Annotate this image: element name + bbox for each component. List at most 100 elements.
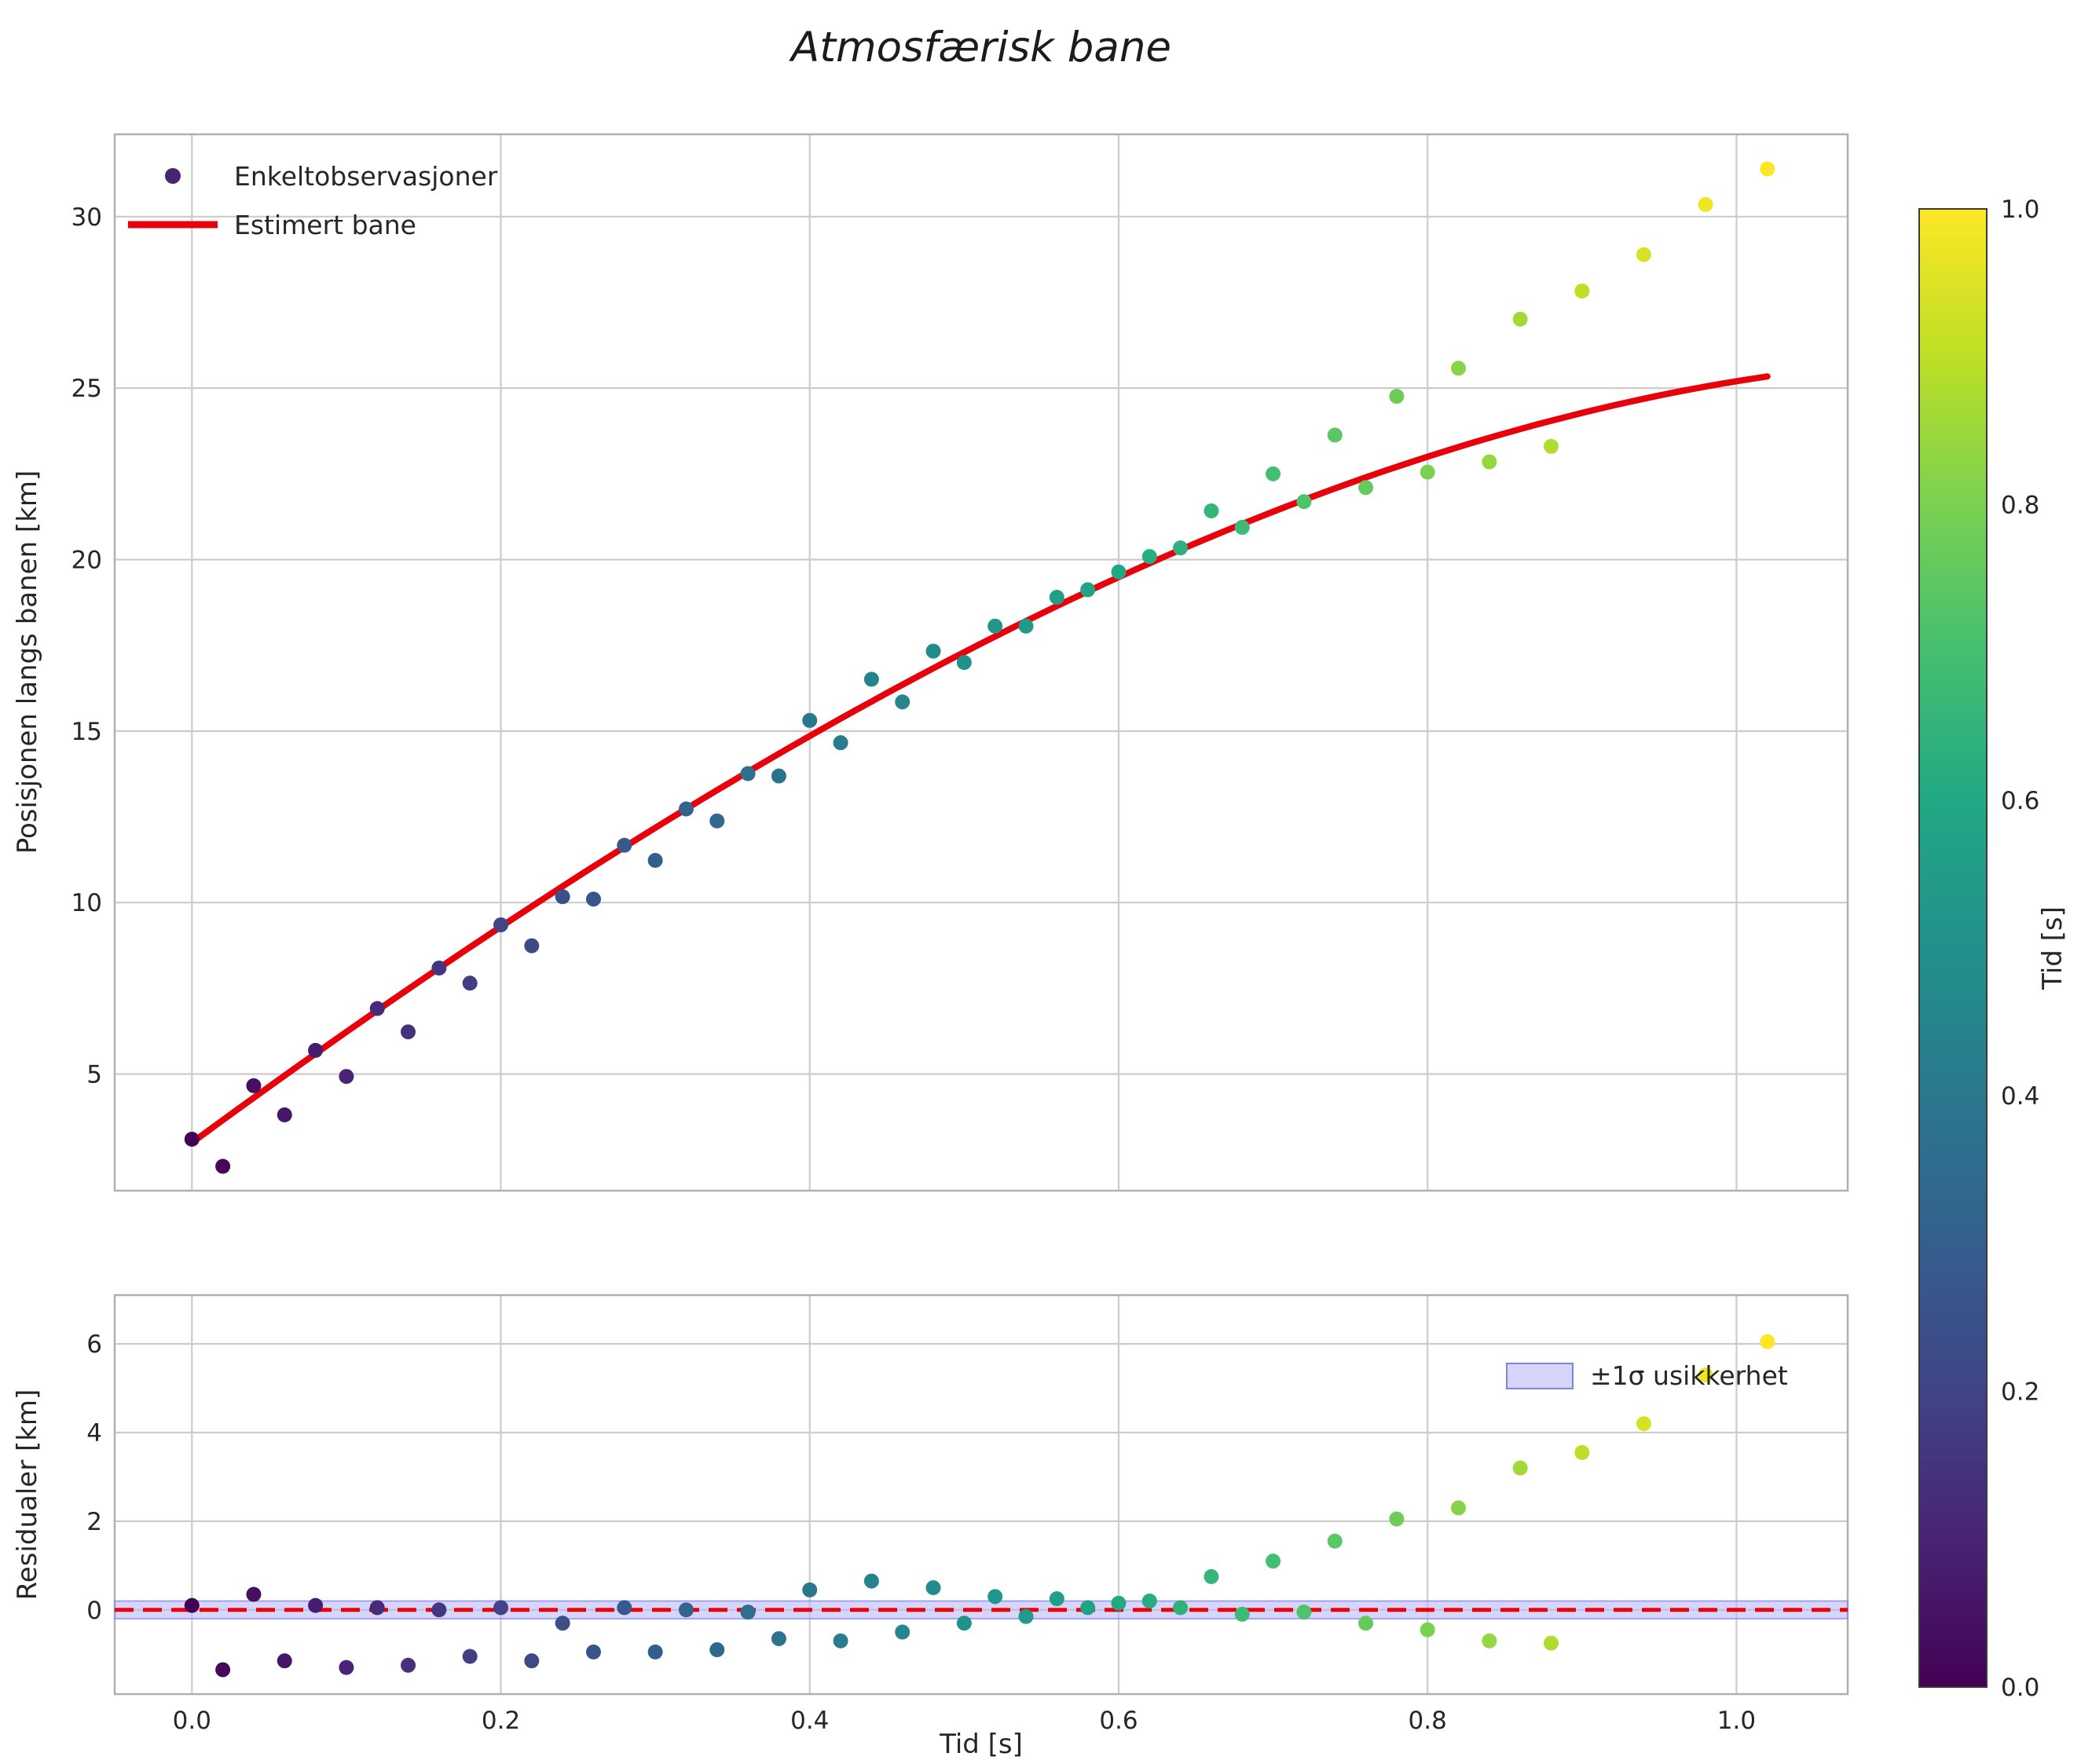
observation-point [1482, 454, 1497, 470]
residual-point [647, 1644, 663, 1660]
residual-point [555, 1616, 570, 1631]
residual-point [1266, 1554, 1281, 1569]
observation-point [771, 768, 786, 784]
observation-point [802, 712, 818, 728]
observation-point [1358, 480, 1374, 496]
legend-observations-marker-icon [165, 168, 181, 184]
colorbar-tick-label: 0.8 [2001, 491, 2039, 519]
colorbar-tick-label: 0.6 [2001, 787, 2039, 815]
observation-point [617, 837, 632, 853]
colorbar-tick-label: 0.0 [2001, 1674, 2039, 1702]
residual-point [1420, 1622, 1435, 1638]
residual-point [863, 1573, 879, 1589]
residual-point [833, 1633, 848, 1649]
observation-point [833, 735, 848, 751]
y-tick-label: 15 [71, 718, 102, 746]
observation-point [740, 766, 756, 781]
observation-point [401, 1024, 416, 1040]
residual-point [246, 1587, 262, 1602]
y-tick-label: 4 [86, 1419, 102, 1447]
observation-point [524, 938, 540, 953]
colorbar-label: Tid [s] [2037, 906, 2068, 990]
residual-point [771, 1630, 786, 1646]
observation-point [555, 889, 570, 905]
observation-point [1049, 590, 1064, 606]
legend-estimated-label: Estimert bane [234, 210, 416, 240]
trajectory-plot-background [115, 134, 1848, 1191]
residual-point [493, 1600, 509, 1616]
observation-point [1698, 197, 1713, 213]
y-tick-label: 2 [86, 1508, 102, 1536]
residual-point [339, 1660, 354, 1675]
residual-point [1204, 1568, 1219, 1584]
legend-observations-label: Enkeltobservasjoner [234, 161, 498, 192]
residual-point [709, 1642, 725, 1658]
residual-point [1636, 1416, 1651, 1432]
residual-point [308, 1597, 324, 1613]
observation-point [863, 672, 879, 687]
residual-point [1358, 1616, 1374, 1631]
residual-point [431, 1602, 447, 1618]
y-tick-label: 0 [86, 1597, 102, 1625]
observation-point [586, 891, 602, 907]
x-tick-label: 0.6 [1099, 1707, 1138, 1735]
x-tick-label: 1.0 [1717, 1707, 1756, 1735]
residual-plot-background [115, 1295, 1848, 1694]
observation-point [956, 655, 972, 670]
residual-point [1080, 1600, 1096, 1616]
observation-point [1111, 564, 1127, 580]
residual-point [184, 1597, 200, 1613]
residual-point [524, 1653, 540, 1669]
residual-point [586, 1644, 602, 1660]
residual-point [1327, 1533, 1343, 1549]
legend-band-label: ±1σ usikkerhet [1590, 1360, 1788, 1391]
figure-title: Atmosfærisk bane [789, 24, 1171, 71]
residual-point [1512, 1460, 1528, 1476]
x-tick-label: 0.0 [173, 1707, 211, 1735]
residual-point [1296, 1605, 1312, 1620]
y-tick-label: 30 [71, 203, 102, 232]
observation-point [184, 1131, 200, 1147]
residual-point [1141, 1593, 1157, 1608]
residual-point [987, 1589, 1003, 1605]
residual-point [956, 1616, 972, 1631]
observation-point [1451, 360, 1467, 376]
observation-point [1420, 464, 1435, 480]
observation-point [987, 618, 1003, 634]
residual-point [1234, 1606, 1250, 1622]
residual-point [1574, 1444, 1590, 1460]
y-tick-label: 5 [86, 1061, 102, 1089]
observation-point [246, 1078, 262, 1093]
residual-point [1698, 1367, 1713, 1383]
residual-point [1018, 1608, 1034, 1624]
observation-point [1296, 494, 1312, 510]
residual-point [802, 1582, 818, 1597]
y-tick-label: 20 [71, 546, 102, 574]
observation-point [1204, 503, 1219, 518]
observation-point [1544, 438, 1559, 454]
x-tick-label: 0.2 [482, 1707, 520, 1735]
observation-point [431, 961, 447, 976]
y-tick-label: 10 [71, 889, 102, 917]
observation-point [1636, 247, 1651, 262]
residual-point [1173, 1600, 1189, 1616]
residual-plot-ylabel: Residualer [km] [12, 1389, 43, 1601]
colorbar: 0.0 0.2 0.4 0.6 0.8 1.0 [1918, 196, 2039, 1702]
observation-point [1327, 427, 1343, 443]
observation-point [895, 694, 910, 710]
observation-point [647, 852, 663, 868]
observation-point [925, 643, 941, 659]
observation-point [462, 975, 478, 991]
observation-point [277, 1107, 292, 1122]
residual-point [1482, 1633, 1497, 1649]
residual-point [369, 1600, 385, 1616]
residual-plot-border [113, 1294, 1849, 1696]
y-tick-label: 25 [71, 375, 102, 403]
observation-point [339, 1069, 354, 1085]
x-axis-label: Tid [s] [939, 1729, 1023, 1760]
residual-point [740, 1605, 756, 1620]
estimated-trajectory-line [189, 373, 1771, 1146]
residual-plot: 0 2 4 6 0.0 0.2 0.4 0.6 0.8 1.0 [86, 1294, 1849, 1735]
residual-point [401, 1657, 416, 1673]
